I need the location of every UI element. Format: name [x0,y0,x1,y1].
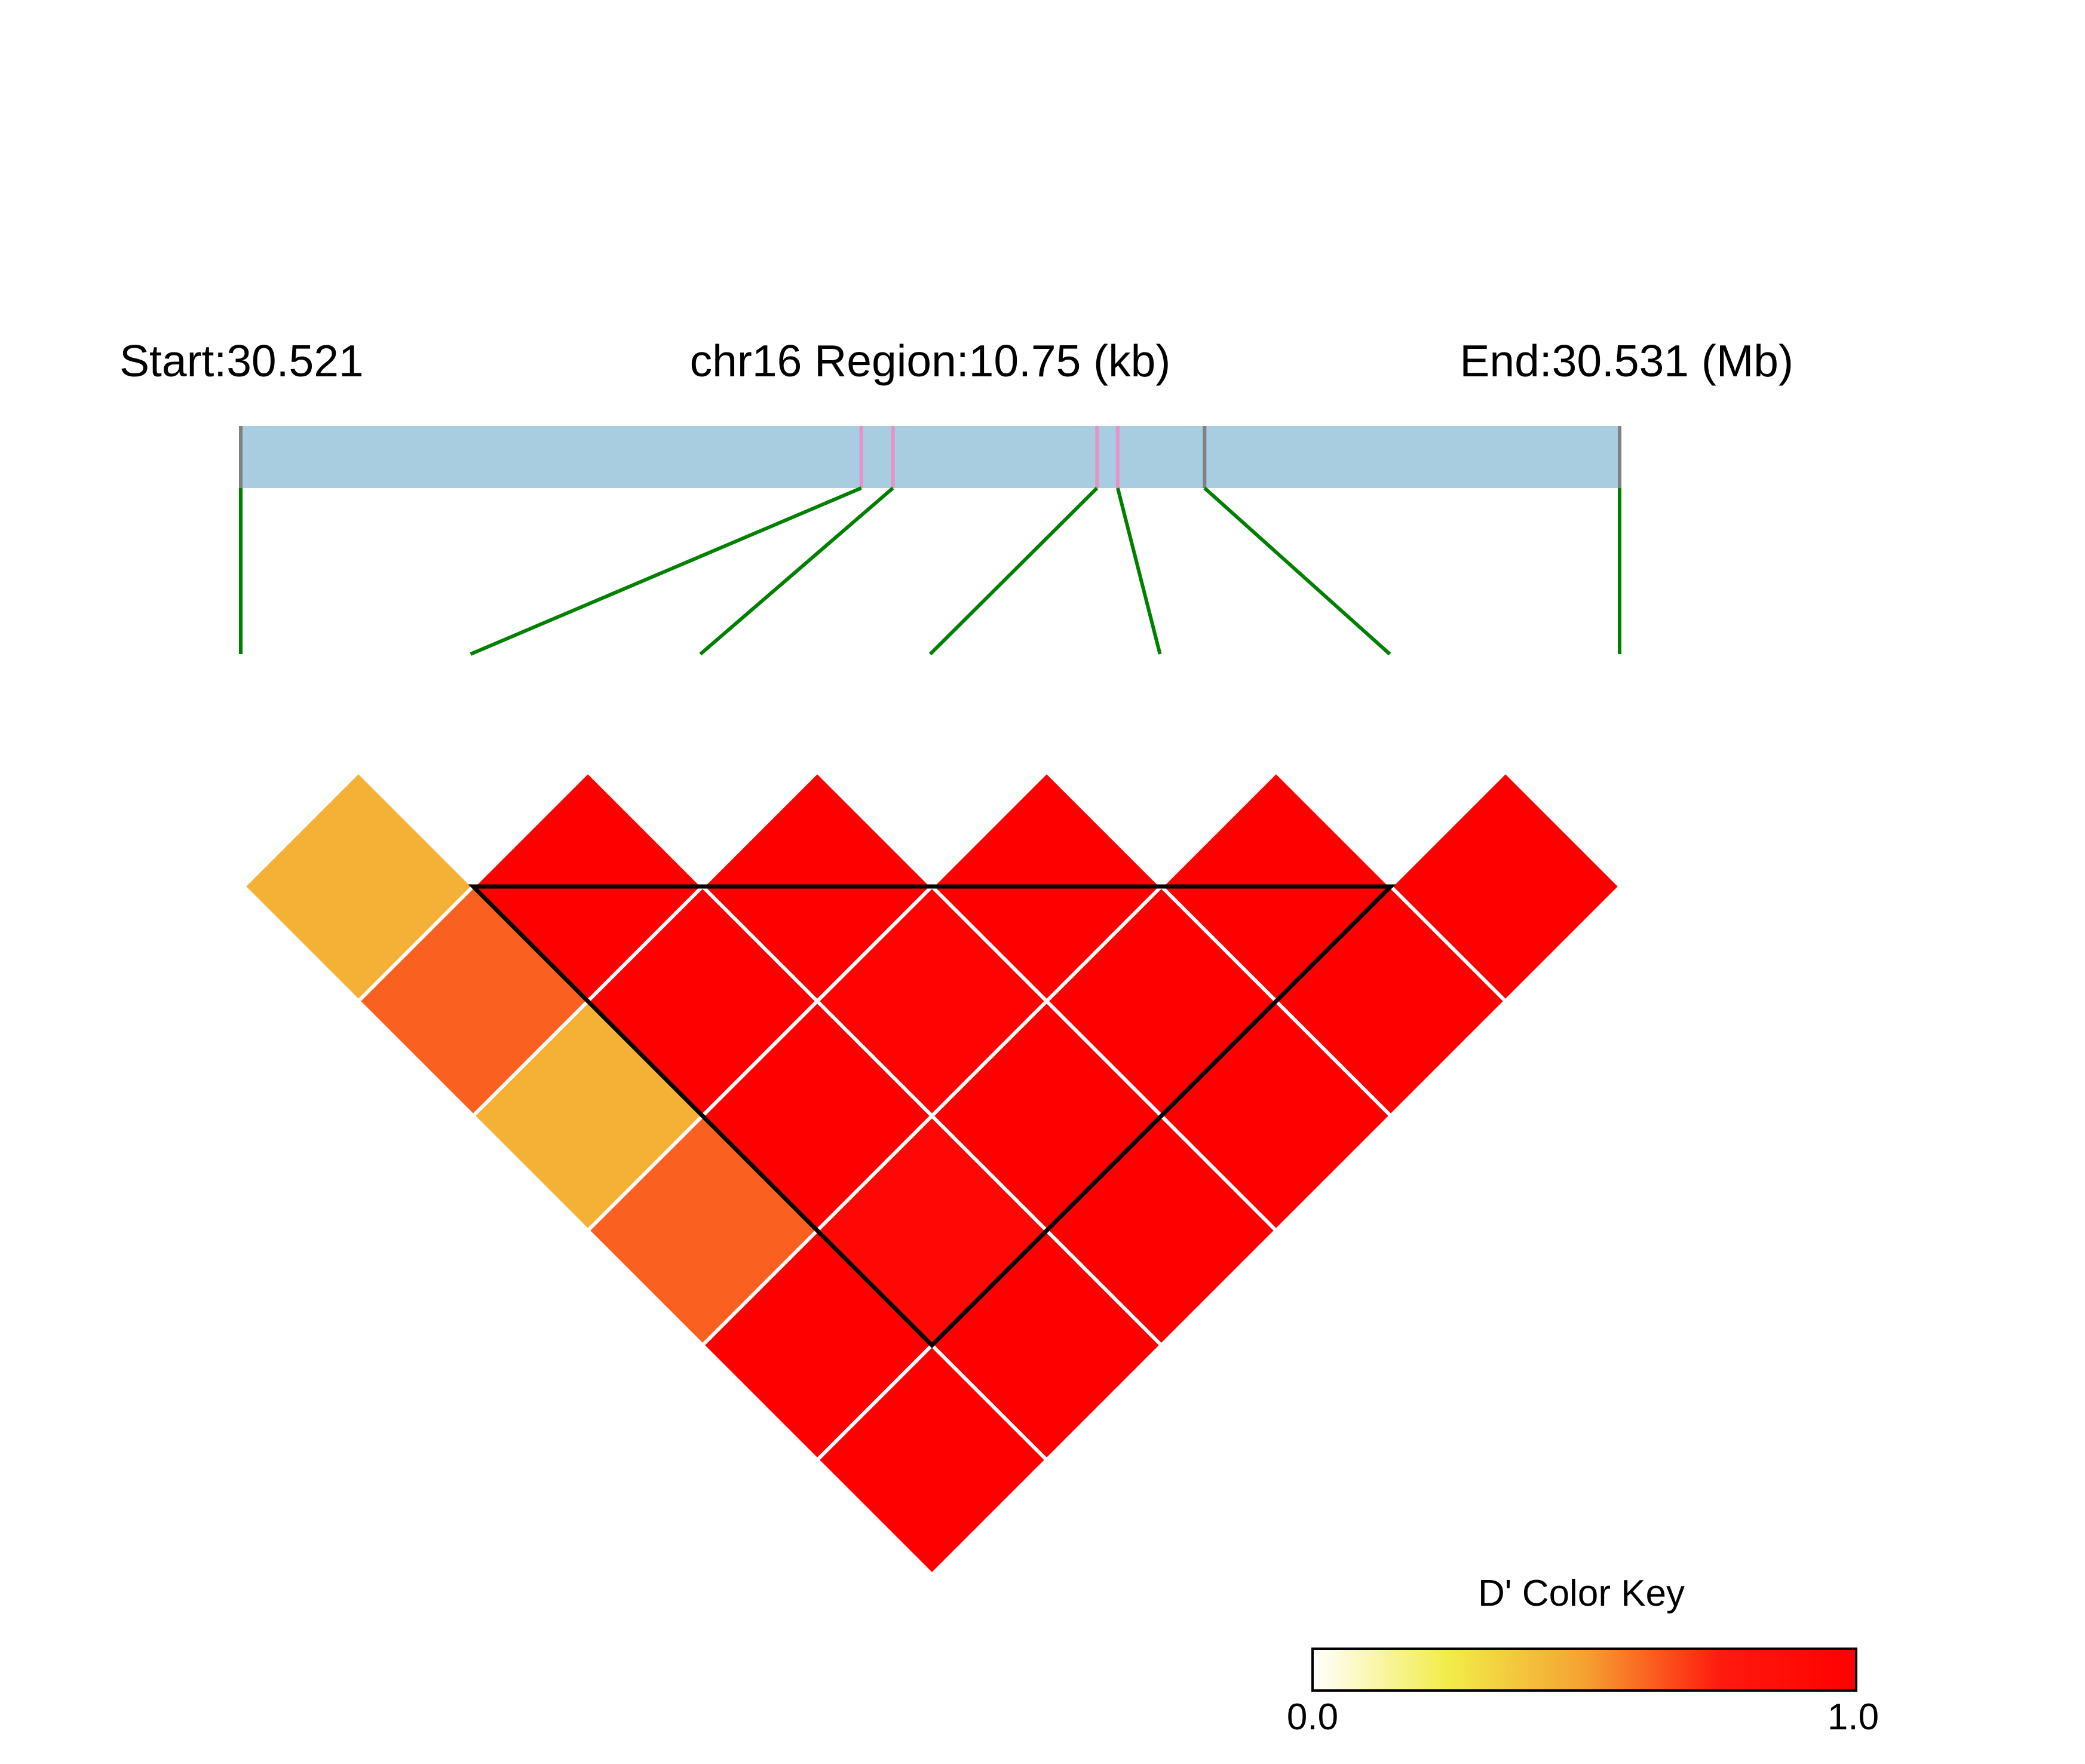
snp-connector [1203,486,1391,656]
color-key-min-label: 0.0 [1287,1696,1338,1738]
ld-cells [241,769,1623,1578]
gene-region-bar [241,426,1620,488]
color-key-max-label: 1.0 [1828,1696,1879,1738]
snp-connector [470,486,862,656]
color-key-gradient-bar [1311,1648,1857,1692]
region-end-label: End:30.531 (Mb) [1460,336,1793,386]
snp-connector [928,486,1099,656]
region-start-label: Start:30.521 [119,336,364,386]
snp-ticks [239,426,1621,488]
color-key: D' Color Key 0.0 1.0 [1287,1573,1879,1738]
haplotype-blocks [468,884,1396,1348]
haplotype-block-outline [468,884,1396,1348]
snp-connectors [239,486,1621,656]
snp-connector [699,486,894,656]
color-key-title: D' Color Key [1478,1573,1685,1614]
snp-connector [1115,487,1162,655]
region-title: chr16 Region:10.75 (kb) [690,336,1171,386]
ld-cell [1388,769,1623,1004]
